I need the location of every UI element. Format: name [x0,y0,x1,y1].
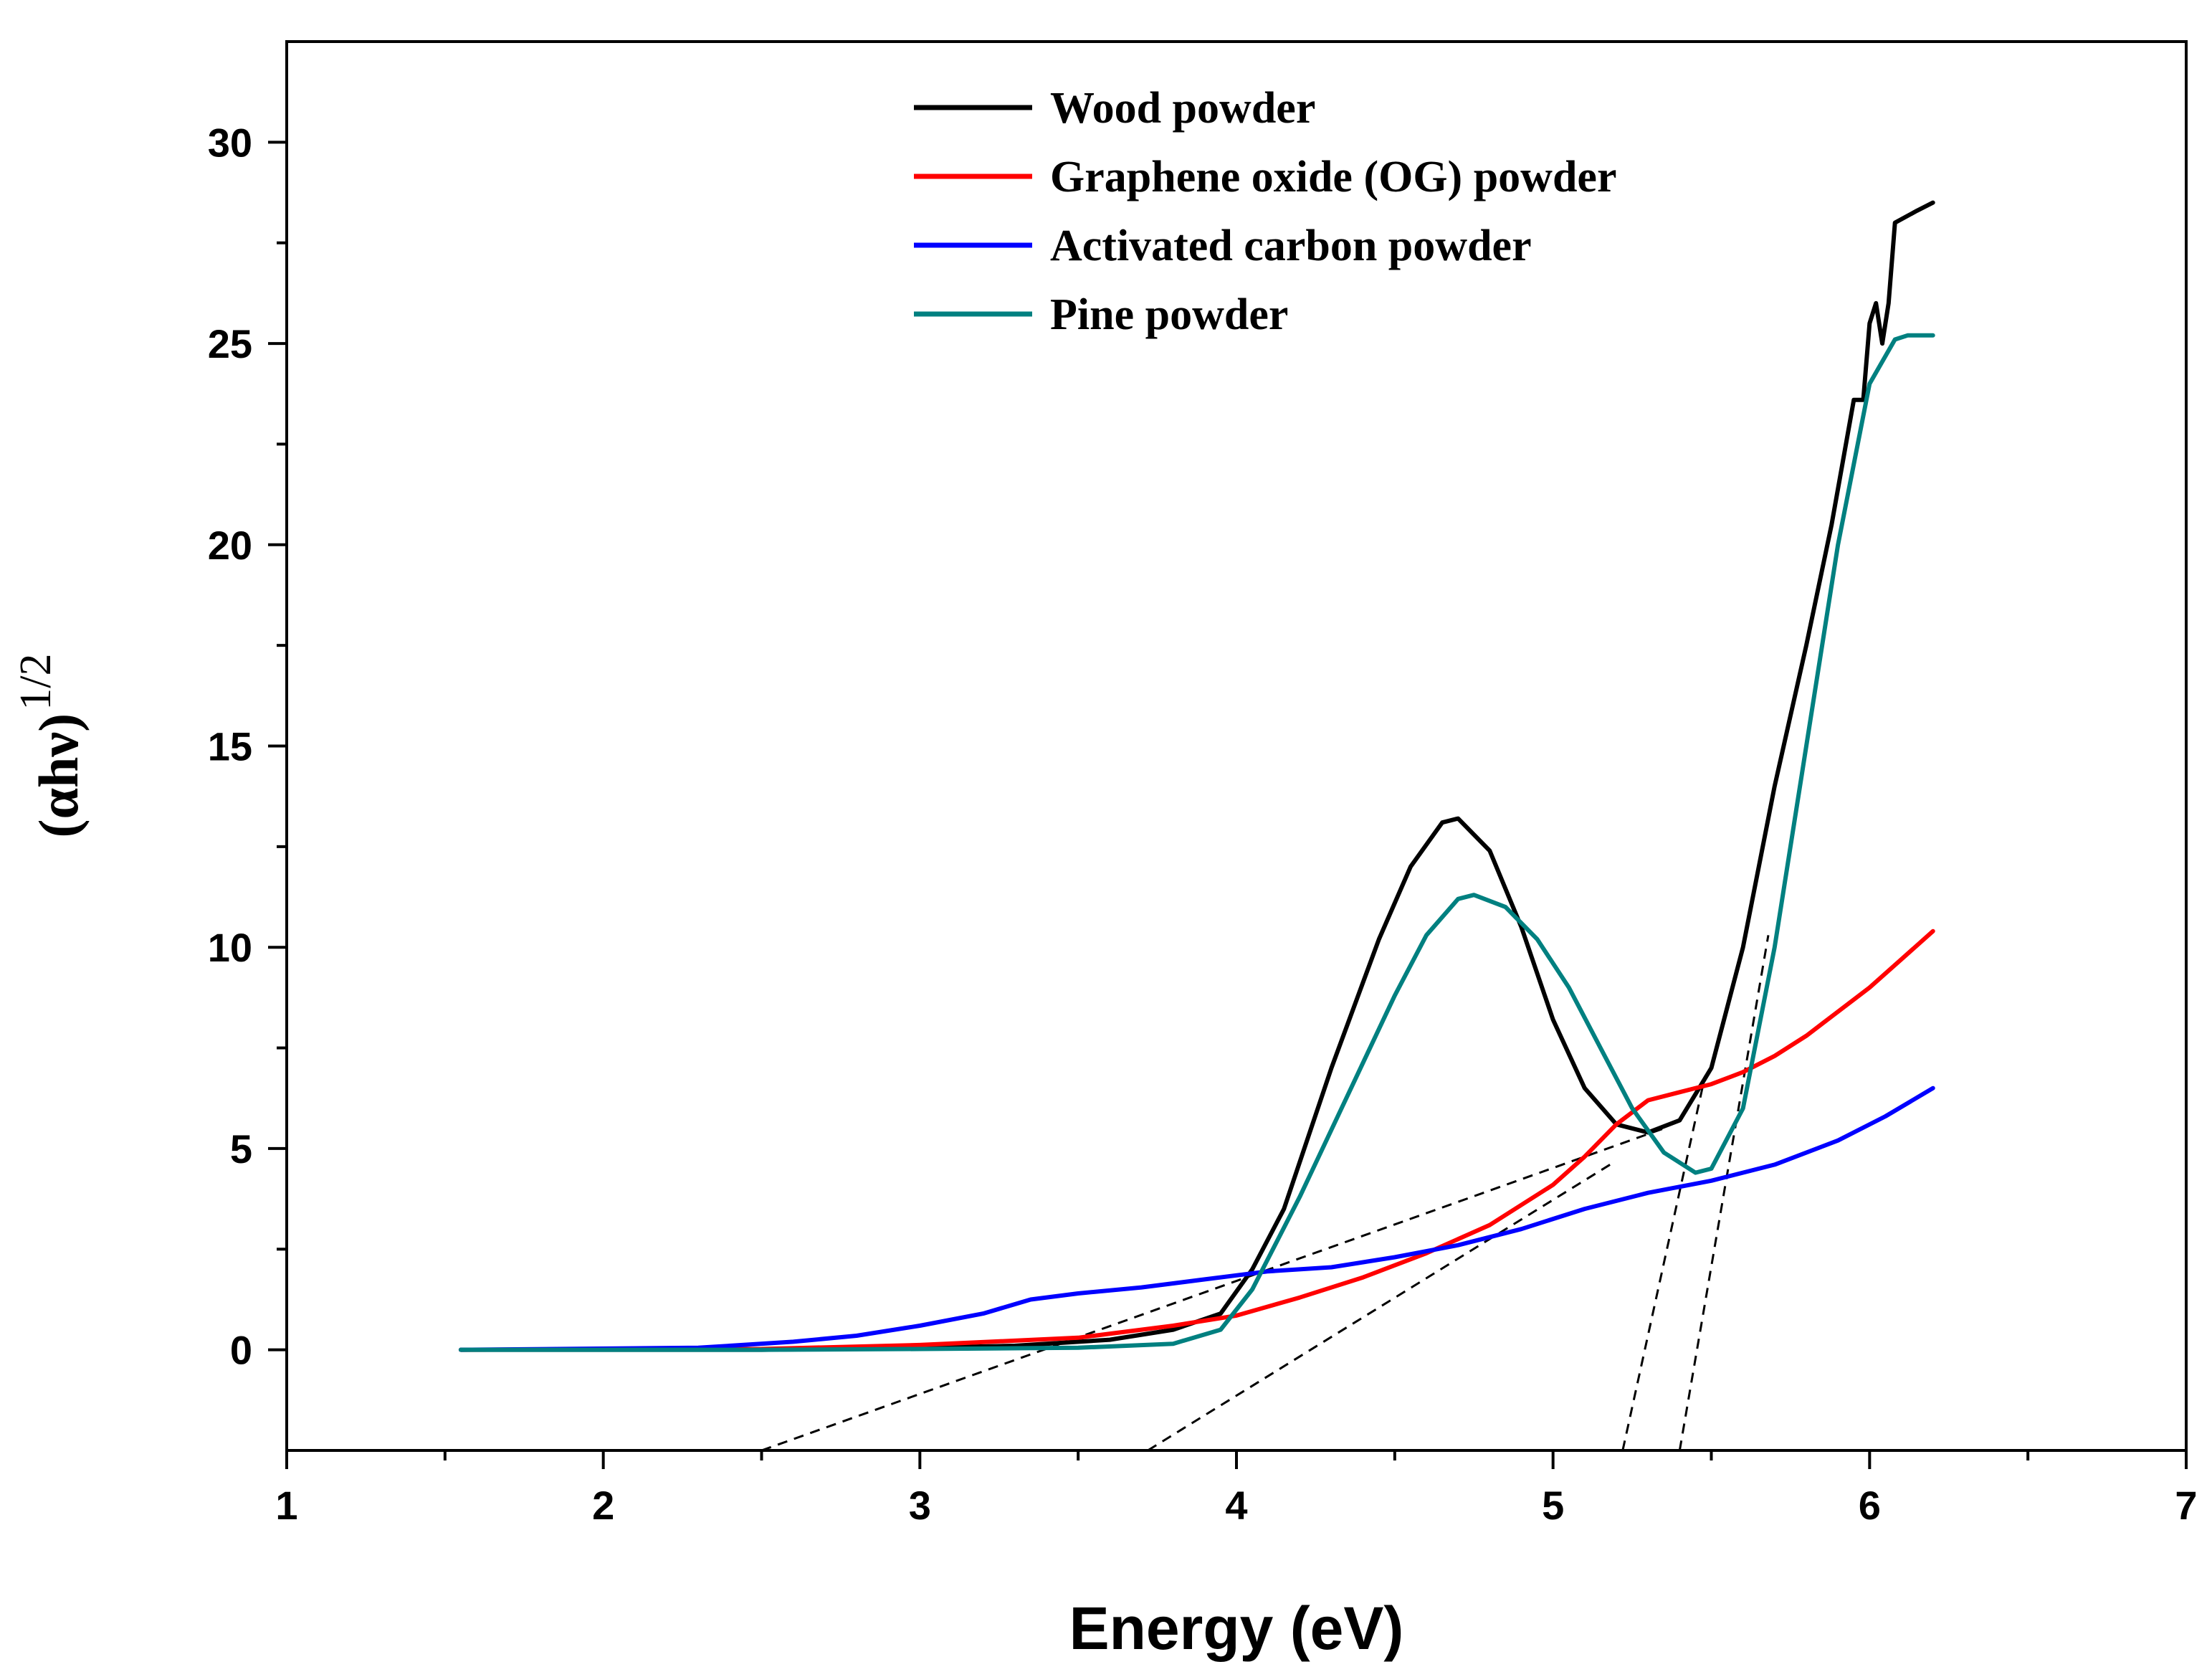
series-lines [458,200,1935,1352]
series-line [458,1085,1935,1352]
y-axis-title-exponent: 1/2 [11,654,60,711]
y-tick-label: 10 [208,925,252,970]
legend: Wood powder Graphene oxide (OG) powder Act… [914,84,1616,339]
svg-text:(αhν) 1/2: (αhν) 1/2 [11,654,90,838]
tangent-line [1621,1075,1707,1450]
y-tick-label: 20 [208,523,252,568]
x-tick-label: 3 [909,1483,931,1528]
x-axis: 1 2 3 4 5 6 7 [275,1450,2198,1528]
x-tick-label: 4 [1225,1483,1247,1528]
legend-label: Pine powder [1050,290,1288,339]
y-axis-title-base: (αhν) [27,713,90,838]
series-line [458,928,1935,1352]
x-tick-label: 1 [275,1483,297,1528]
series-line [458,200,1935,1352]
y-tick-label: 0 [230,1328,252,1373]
x-axis-title: Energy (eV) [1069,1595,1404,1662]
legend-label: Graphene oxide (OG) powder [1050,153,1616,201]
series-line [458,333,1935,1352]
x-tick-label: 2 [592,1483,614,1528]
x-tick-label: 7 [2175,1483,2197,1528]
x-tick-label: 6 [1859,1483,1881,1528]
tangent-line [1147,1164,1611,1450]
y-tick-label: 15 [208,724,252,769]
tangent-lines [761,935,1770,1450]
y-tick-label: 30 [208,120,252,165]
y-axis-title: (αhν) 1/2 [11,654,90,838]
legend-label: Wood powder [1050,84,1315,133]
x-tick-label: 5 [1542,1483,1564,1528]
tangent-line [761,1127,1664,1450]
y-axis: 0 5 10 15 20 25 30 [208,120,287,1373]
y-tick-label: 5 [230,1126,252,1172]
legend-label: Activated carbon powder [1050,222,1532,270]
y-tick-label: 25 [208,321,252,366]
tangent-line [1678,935,1770,1450]
